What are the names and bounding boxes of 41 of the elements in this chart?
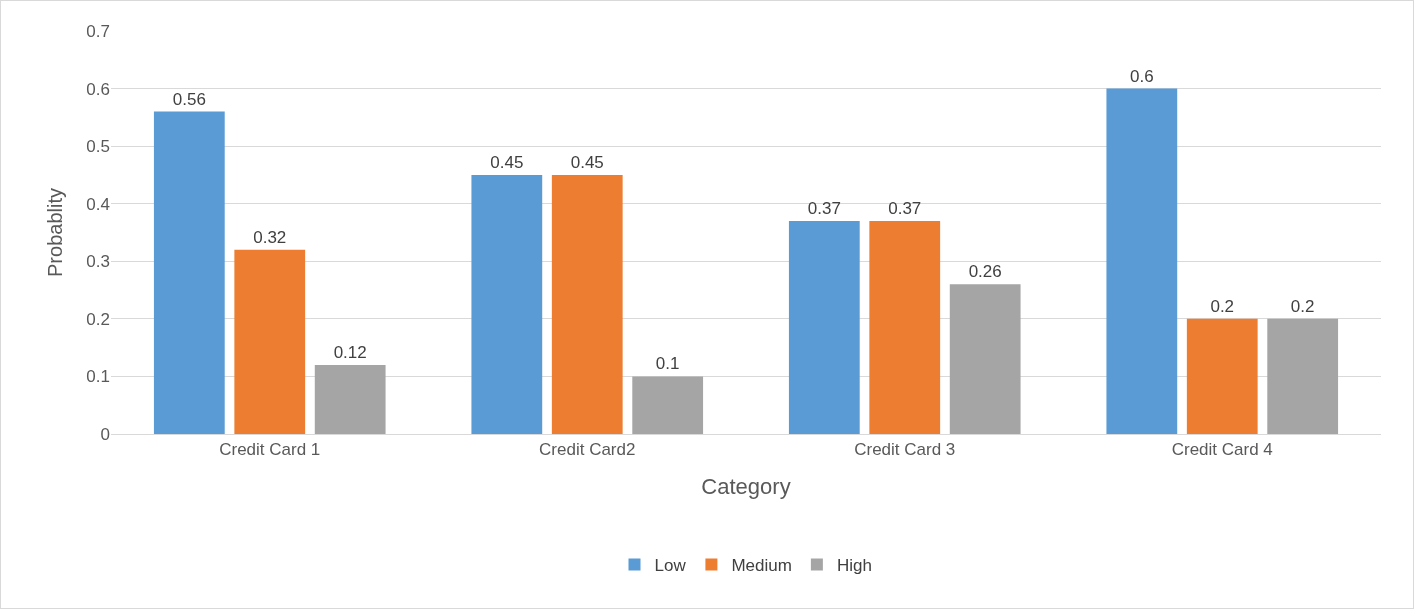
data-label: 0.37 bbox=[888, 198, 922, 218]
x-tick-label: Credit Card 1 bbox=[219, 440, 321, 460]
data-label: 0.12 bbox=[333, 342, 367, 362]
legend-label: Medium bbox=[731, 556, 792, 576]
bar bbox=[1267, 318, 1339, 434]
bar bbox=[471, 174, 543, 434]
y-axis-title: Probablity bbox=[43, 188, 66, 277]
data-label: 0.45 bbox=[490, 152, 524, 172]
data-label: 0.6 bbox=[1130, 66, 1154, 86]
bar bbox=[153, 111, 225, 434]
data-label: 0.1 bbox=[655, 354, 680, 374]
y-tick-label: 0.2 bbox=[86, 309, 110, 329]
data-label: 0.56 bbox=[172, 89, 206, 109]
y-tick-label: 0.7 bbox=[86, 21, 110, 41]
bar bbox=[234, 249, 306, 434]
bar bbox=[1106, 88, 1178, 434]
bar bbox=[869, 220, 941, 434]
y-tick-label: 0.1 bbox=[86, 367, 110, 387]
bar bbox=[788, 220, 860, 434]
legend-label: High bbox=[836, 556, 872, 576]
legend-label: Low bbox=[654, 556, 687, 576]
x-tick-label: Credit Card 4 bbox=[1171, 440, 1273, 460]
x-axis-title: Category bbox=[701, 474, 791, 500]
data-label: 0.32 bbox=[253, 227, 287, 247]
bar bbox=[551, 174, 623, 434]
data-label: 0.45 bbox=[570, 152, 604, 172]
bar bbox=[314, 364, 386, 434]
bar bbox=[949, 284, 1021, 434]
y-tick-label: 0 bbox=[100, 424, 110, 444]
y-tick-label: 0.4 bbox=[86, 194, 110, 214]
y-tick-label: 0.6 bbox=[86, 79, 110, 99]
bar bbox=[1186, 318, 1258, 434]
y-tick-label: 0.5 bbox=[86, 137, 110, 157]
data-label: 0.26 bbox=[968, 262, 1002, 282]
y-tick-label: 0.3 bbox=[86, 252, 110, 272]
data-label: 0.2 bbox=[1290, 296, 1315, 316]
bar bbox=[632, 376, 704, 434]
x-tick-label: Credit Card 3 bbox=[854, 440, 956, 460]
x-tick-label: Credit Card2 bbox=[539, 440, 636, 460]
data-label: 0.2 bbox=[1210, 296, 1235, 316]
data-label: 0.37 bbox=[807, 198, 841, 218]
